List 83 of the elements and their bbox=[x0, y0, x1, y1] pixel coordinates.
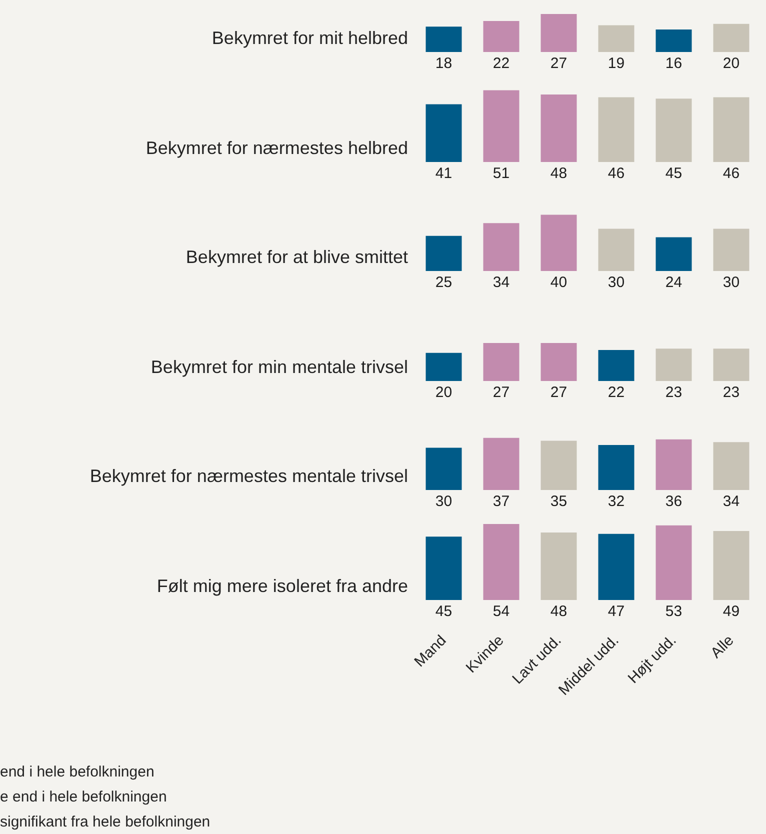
bar bbox=[598, 444, 634, 490]
data-label: 35 bbox=[550, 493, 568, 510]
text: Bekymret for nærmestes helbred bbox=[146, 138, 408, 158]
data-label: 16 bbox=[665, 55, 682, 72]
bar bbox=[656, 98, 692, 162]
text: end i hele befolkningen bbox=[0, 763, 154, 780]
data-label: 40 bbox=[550, 274, 568, 291]
text: Bekymret for min mentale trivsel bbox=[150, 356, 408, 376]
data-label: 22 bbox=[492, 55, 510, 72]
bar bbox=[598, 350, 634, 380]
text: Bekymret for nærmestes mentale trivsel bbox=[90, 466, 408, 486]
data-label: 27 bbox=[492, 384, 510, 400]
bar bbox=[656, 29, 692, 52]
data-label: 23 bbox=[722, 384, 740, 400]
x-tick-label: Højt udd. bbox=[624, 631, 680, 686]
bar bbox=[483, 524, 520, 600]
data-label: 30 bbox=[722, 274, 740, 291]
data-label: 53 bbox=[665, 602, 682, 620]
bar bbox=[540, 214, 577, 271]
bar bbox=[656, 439, 692, 490]
data-label: 34 bbox=[492, 274, 510, 291]
data-label: 22 bbox=[608, 384, 625, 400]
data-label: 32 bbox=[608, 493, 625, 510]
bar bbox=[426, 352, 462, 380]
bar bbox=[483, 438, 520, 490]
data-label: 48 bbox=[550, 602, 568, 620]
data-label: 46 bbox=[608, 164, 625, 182]
data-label: 19 bbox=[608, 55, 625, 72]
bar bbox=[713, 442, 750, 490]
text: e end i hele befolkningen bbox=[0, 788, 167, 805]
bar bbox=[713, 348, 750, 380]
data-label: 18 bbox=[435, 55, 452, 72]
text: Bekymret for mit helbred bbox=[212, 28, 408, 48]
data-label: 20 bbox=[722, 55, 740, 72]
bar bbox=[713, 228, 750, 271]
data-label: 20 bbox=[435, 384, 452, 400]
text: signifikant fra hele befolkningen bbox=[0, 813, 210, 830]
text: Følt mig mere isoleret fra andre bbox=[156, 576, 408, 596]
data-label: 30 bbox=[435, 493, 452, 510]
data-label: 47 bbox=[608, 602, 625, 620]
bar bbox=[656, 237, 692, 271]
bar bbox=[426, 448, 462, 490]
bar bbox=[540, 440, 577, 490]
x-tick-label: Alle bbox=[708, 631, 738, 662]
data-label: 23 bbox=[665, 384, 682, 400]
bar bbox=[713, 24, 750, 52]
bar bbox=[426, 536, 462, 600]
data-label: 41 bbox=[435, 164, 452, 182]
bar bbox=[598, 228, 634, 271]
bar bbox=[598, 96, 634, 162]
data-label: 27 bbox=[550, 384, 568, 400]
data-label: 45 bbox=[435, 602, 452, 620]
bar bbox=[483, 21, 520, 52]
bar bbox=[483, 223, 520, 271]
bar bbox=[656, 348, 692, 380]
data-label: 27 bbox=[550, 55, 568, 72]
data-label: 45 bbox=[665, 164, 682, 182]
data-label: 30 bbox=[608, 274, 625, 291]
data-label: 48 bbox=[550, 164, 568, 182]
data-label: 36 bbox=[665, 493, 682, 510]
data-label: 25 bbox=[435, 274, 452, 291]
data-label: 46 bbox=[722, 164, 740, 182]
text: Bekymret for at blive smittet bbox=[186, 247, 408, 267]
bar bbox=[540, 532, 577, 600]
bar bbox=[540, 14, 577, 52]
bar bbox=[598, 533, 634, 600]
data-label: 34 bbox=[722, 493, 740, 510]
bar bbox=[540, 342, 577, 380]
bar bbox=[598, 25, 634, 52]
bar bbox=[483, 90, 520, 162]
bar bbox=[426, 236, 462, 271]
bar bbox=[426, 26, 462, 52]
bar bbox=[713, 96, 750, 162]
bar bbox=[656, 524, 692, 600]
data-label: 37 bbox=[492, 493, 510, 510]
bar bbox=[713, 530, 750, 600]
bar bbox=[540, 94, 577, 162]
data-label: 54 bbox=[492, 602, 510, 620]
data-label: 24 bbox=[665, 274, 682, 291]
data-label: 51 bbox=[492, 164, 510, 182]
bar bbox=[426, 104, 462, 162]
bar bbox=[483, 342, 520, 380]
data-label: 49 bbox=[722, 602, 740, 620]
